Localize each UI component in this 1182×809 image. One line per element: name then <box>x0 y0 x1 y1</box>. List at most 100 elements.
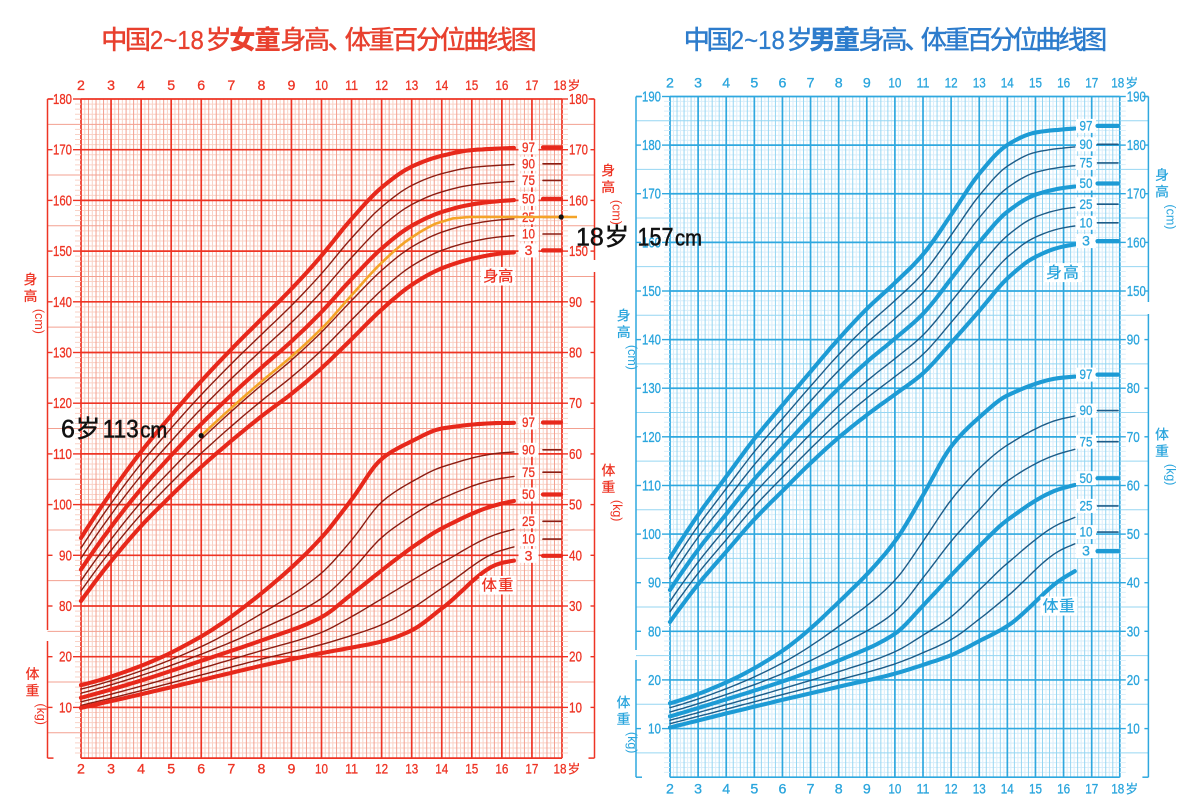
svg-text:16: 16 <box>495 762 508 778</box>
svg-text:160: 160 <box>569 192 588 209</box>
svg-text:7: 7 <box>807 782 815 798</box>
svg-text:160: 160 <box>53 192 72 209</box>
svg-text:(cm): (cm) <box>625 345 639 370</box>
svg-text:113: 113 <box>103 416 139 444</box>
svg-text:5: 5 <box>750 76 758 92</box>
svg-text:4: 4 <box>137 78 145 94</box>
svg-text:14: 14 <box>435 762 448 778</box>
svg-text:8: 8 <box>835 76 843 92</box>
svg-text:140: 140 <box>53 294 72 311</box>
svg-text:25: 25 <box>522 513 535 529</box>
svg-text:8: 8 <box>835 782 843 798</box>
svg-text:120: 120 <box>53 395 72 412</box>
svg-text:90: 90 <box>522 155 535 171</box>
svg-text:90: 90 <box>648 575 661 592</box>
svg-text:2: 2 <box>666 76 674 92</box>
svg-text:4: 4 <box>722 76 730 92</box>
svg-text:180: 180 <box>53 91 72 108</box>
svg-text:3: 3 <box>694 782 702 798</box>
svg-text:50: 50 <box>1080 470 1093 486</box>
svg-text:7: 7 <box>807 76 815 92</box>
svg-text:5: 5 <box>167 762 175 778</box>
svg-text:16: 16 <box>1057 76 1070 92</box>
svg-text:97: 97 <box>522 414 535 430</box>
svg-text:97: 97 <box>1080 118 1093 134</box>
svg-text:70: 70 <box>1127 429 1140 446</box>
svg-text:6: 6 <box>61 416 75 444</box>
svg-text:3: 3 <box>1082 543 1090 559</box>
svg-text:180: 180 <box>642 137 661 154</box>
svg-text:50: 50 <box>1080 175 1093 191</box>
svg-text:17: 17 <box>525 762 538 778</box>
svg-text:12: 12 <box>375 762 388 778</box>
svg-text:3: 3 <box>694 76 702 92</box>
svg-text:7: 7 <box>227 762 235 778</box>
svg-text:9: 9 <box>863 76 871 92</box>
svg-text:3: 3 <box>107 78 115 94</box>
svg-text:10: 10 <box>522 531 535 547</box>
svg-text:90: 90 <box>1127 332 1140 349</box>
svg-text:10: 10 <box>888 782 901 798</box>
svg-text:12: 12 <box>945 76 958 92</box>
svg-text:14: 14 <box>1001 782 1014 798</box>
svg-text:20: 20 <box>59 649 72 666</box>
svg-text:60: 60 <box>569 446 582 463</box>
svg-text:190: 190 <box>642 89 661 106</box>
svg-text:2: 2 <box>666 782 674 798</box>
svg-text:90: 90 <box>522 441 535 457</box>
svg-text:150: 150 <box>569 243 588 260</box>
svg-text:13: 13 <box>405 78 418 94</box>
svg-text:cm: cm <box>140 418 167 443</box>
svg-text:17: 17 <box>525 78 538 94</box>
svg-text:3: 3 <box>1082 233 1090 249</box>
svg-text:17: 17 <box>1085 76 1098 92</box>
svg-text:170: 170 <box>1127 186 1146 203</box>
svg-text:50: 50 <box>569 497 582 514</box>
svg-text:150: 150 <box>53 243 72 260</box>
svg-text:97: 97 <box>522 139 535 155</box>
svg-text:50: 50 <box>522 191 535 207</box>
svg-text:30: 30 <box>569 598 582 615</box>
svg-text:75: 75 <box>1080 155 1093 171</box>
svg-text:11: 11 <box>345 762 358 778</box>
svg-text:170: 170 <box>642 186 661 203</box>
svg-text:10: 10 <box>1080 214 1093 230</box>
svg-text:170: 170 <box>53 142 72 159</box>
svg-text:90: 90 <box>59 547 72 564</box>
svg-text:9: 9 <box>287 762 295 778</box>
svg-text:(kg): (kg) <box>34 703 48 725</box>
svg-text:14: 14 <box>1001 76 1014 92</box>
svg-text:10: 10 <box>59 699 72 716</box>
svg-text:6: 6 <box>779 782 787 798</box>
svg-text:30: 30 <box>1127 623 1140 640</box>
svg-text:15: 15 <box>1029 76 1042 92</box>
svg-text:3: 3 <box>107 762 115 778</box>
svg-text:130: 130 <box>642 380 661 397</box>
svg-text:10: 10 <box>522 226 535 242</box>
svg-text:90: 90 <box>569 294 582 311</box>
svg-text:11: 11 <box>917 76 930 92</box>
svg-text:180: 180 <box>569 91 588 108</box>
svg-text:97: 97 <box>1080 366 1093 382</box>
svg-text:15: 15 <box>465 78 478 94</box>
svg-text:130: 130 <box>53 345 72 362</box>
svg-text:150: 150 <box>642 283 661 300</box>
svg-text:160: 160 <box>1127 234 1146 251</box>
svg-text:8: 8 <box>257 762 265 778</box>
svg-text:180: 180 <box>1127 137 1146 154</box>
svg-text:10: 10 <box>888 76 901 92</box>
svg-text:10: 10 <box>315 78 328 94</box>
svg-text:4: 4 <box>137 762 145 778</box>
svg-text:75: 75 <box>522 172 535 188</box>
svg-text:75: 75 <box>1080 433 1093 449</box>
svg-text:6: 6 <box>197 78 205 94</box>
svg-text:15: 15 <box>465 762 478 778</box>
svg-text:7: 7 <box>227 78 235 94</box>
svg-text:25: 25 <box>1080 196 1093 212</box>
svg-text:160: 160 <box>642 234 661 251</box>
svg-text:12: 12 <box>375 78 388 94</box>
svg-text:80: 80 <box>569 345 582 362</box>
svg-text:3: 3 <box>525 547 533 563</box>
svg-text:16: 16 <box>495 78 508 94</box>
svg-text:75: 75 <box>522 464 535 480</box>
